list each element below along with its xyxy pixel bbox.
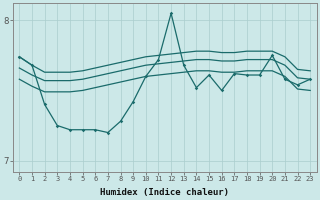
- X-axis label: Humidex (Indice chaleur): Humidex (Indice chaleur): [100, 188, 229, 197]
